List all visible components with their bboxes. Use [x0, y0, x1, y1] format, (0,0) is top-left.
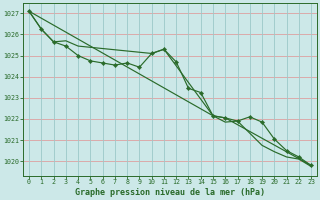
X-axis label: Graphe pression niveau de la mer (hPa): Graphe pression niveau de la mer (hPa) [75, 188, 265, 197]
